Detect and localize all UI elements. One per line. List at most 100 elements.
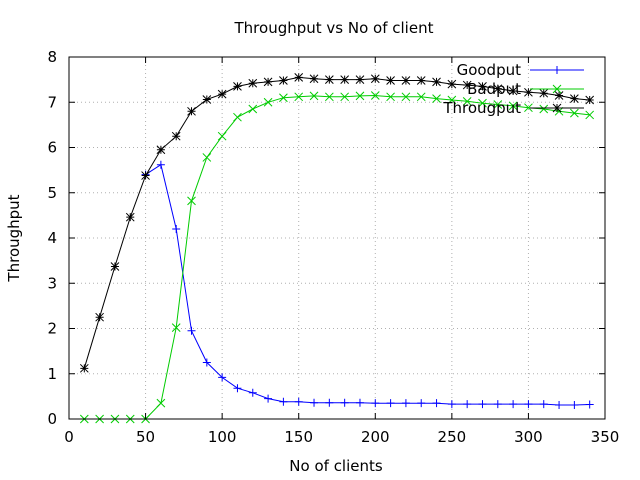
data-point [355, 75, 365, 84]
data-point [233, 112, 242, 122]
data-point [324, 75, 334, 84]
data-point [340, 398, 349, 407]
legend-label: Goodput [457, 61, 522, 79]
data-point [279, 93, 288, 103]
data-point [233, 384, 242, 393]
data-point [432, 399, 441, 408]
data-point [141, 171, 150, 180]
data-point [325, 398, 334, 407]
data-point [386, 76, 395, 85]
y-tick-label: 6 [47, 139, 57, 157]
data-point [447, 95, 457, 105]
data-point [416, 76, 426, 85]
data-point [539, 88, 549, 98]
y-tick-label: 0 [47, 410, 57, 428]
data-point [585, 95, 595, 105]
y-tick-label: 8 [47, 48, 57, 66]
series-goodput [141, 160, 594, 409]
series-line [145, 163, 590, 406]
y-tick-label: 7 [47, 93, 57, 111]
data-point [202, 358, 211, 367]
x-tick-label: 0 [64, 428, 74, 446]
data-point [171, 323, 181, 332]
data-point [370, 91, 380, 100]
data-point [509, 400, 518, 409]
data-point [263, 97, 273, 107]
series-througput [79, 73, 595, 373]
data-point [370, 74, 380, 84]
grid-lines [69, 57, 605, 419]
x-tick-label: 50 [136, 428, 155, 446]
data-point [79, 363, 89, 373]
data-point [447, 79, 457, 89]
data-point [263, 77, 273, 87]
data-point [355, 398, 364, 407]
data-point [125, 212, 135, 222]
data-point [187, 326, 196, 335]
data-point [493, 100, 503, 109]
data-point [218, 373, 227, 382]
data-point [417, 399, 426, 408]
y-tick-label: 2 [47, 320, 57, 338]
data-point [386, 399, 395, 408]
data-point [508, 101, 518, 111]
x-tick-label: 150 [284, 428, 313, 446]
data-point [585, 110, 595, 120]
data-point [340, 92, 350, 102]
data-point [539, 104, 549, 114]
data-point [524, 400, 533, 409]
data-point [355, 91, 365, 101]
y-tick-label: 3 [47, 274, 57, 292]
data-point [401, 92, 411, 102]
chart-title: Throughput vs No of client [234, 19, 434, 37]
data-point [156, 145, 166, 155]
data-point [539, 400, 548, 409]
x-axis-label: No of clients [289, 457, 383, 475]
data-point [202, 153, 212, 162]
data-point [401, 399, 410, 408]
legend-marker [552, 103, 562, 113]
x-tick-label: 350 [591, 428, 620, 446]
data-point [294, 92, 304, 102]
data-point [248, 78, 258, 88]
data-point [554, 91, 564, 100]
data-point [324, 92, 334, 102]
x-tick-label: 250 [438, 428, 467, 446]
data-point [386, 92, 395, 102]
x-tick-label: 300 [514, 428, 543, 446]
axes: 0 50 100 150 200 250 300 350 0 1 2 3 4 5 6 7 8 [47, 48, 619, 446]
data-point [585, 400, 594, 409]
series-layer [79, 73, 595, 424]
data-point [110, 262, 120, 271]
data-point [340, 75, 350, 84]
data-point [309, 74, 319, 84]
data-point [95, 312, 104, 322]
y-tick-label: 5 [47, 184, 57, 202]
data-point [248, 388, 257, 397]
data-point [508, 86, 518, 96]
data-point [478, 82, 487, 91]
data-point [463, 400, 472, 409]
data-point [310, 398, 319, 407]
data-point [202, 95, 212, 104]
data-point [279, 397, 288, 406]
data-point [524, 87, 533, 97]
data-point [171, 131, 181, 141]
data-point [447, 400, 456, 409]
data-point [478, 98, 487, 108]
legend-marker [553, 66, 561, 74]
data-point [432, 94, 441, 103]
data-point [294, 73, 304, 82]
legend-label: Badput [467, 80, 521, 98]
data-point [187, 196, 196, 206]
data-point [570, 94, 579, 103]
data-point [156, 398, 166, 408]
data-point [555, 400, 564, 409]
data-point [309, 91, 319, 101]
data-point [524, 103, 533, 113]
data-point [371, 399, 380, 408]
x-tick-label: 100 [208, 428, 237, 446]
data-point [187, 106, 196, 116]
